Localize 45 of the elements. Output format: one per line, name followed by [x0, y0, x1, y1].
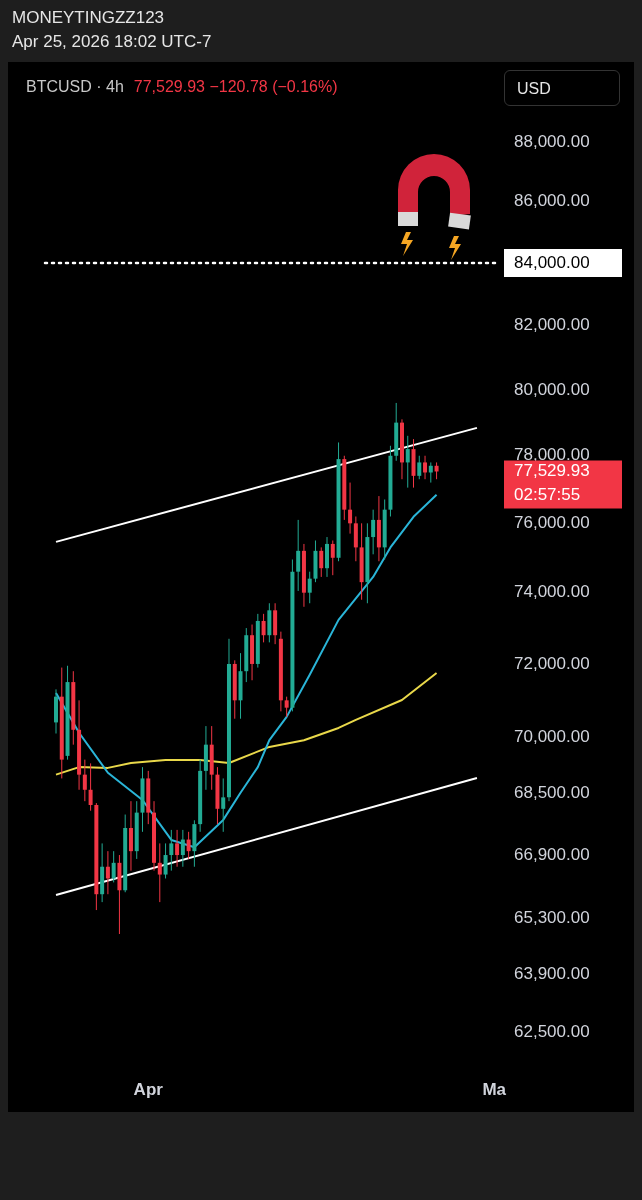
candlestick	[186, 831, 191, 860]
candlestick	[221, 777, 226, 833]
candlestick	[175, 829, 180, 868]
candlestick	[180, 829, 185, 868]
y-tick-label: 86,000.00	[514, 191, 590, 211]
candlestick	[319, 546, 324, 578]
y-tick-label: 62,500.00	[514, 1021, 590, 1041]
candlestick	[88, 762, 93, 812]
y-tick-label: 82,000.00	[514, 315, 590, 335]
candlestick	[417, 455, 422, 480]
candlestick	[128, 800, 133, 872]
candlestick	[405, 435, 410, 489]
y-tick-label: 68,500.00	[514, 783, 590, 803]
x-tick-label: Ma	[482, 1079, 507, 1099]
candlestick	[169, 829, 174, 872]
text: BTCUSD · 4h	[26, 78, 124, 95]
chart-title: MONEYTINGZZ123	[12, 7, 166, 29]
candlestick	[330, 539, 335, 576]
y-tick-label: 72,000.00	[514, 653, 590, 673]
candlestick	[348, 482, 353, 535]
candlestick	[284, 696, 289, 718]
y-tick-label: 84,000.00	[514, 252, 590, 272]
y-tick-label: 76,000.00	[514, 513, 590, 533]
text: USD	[504, 70, 620, 106]
x-tick-label: Apr	[133, 1079, 164, 1099]
candlestick	[307, 571, 312, 604]
y-tick-label: 88,000.00	[514, 131, 590, 151]
candlestick	[371, 509, 376, 555]
candlestick	[105, 850, 110, 895]
y-tick-label: 66,900.00	[514, 844, 590, 864]
candlestick	[423, 455, 428, 480]
candlestick	[111, 850, 116, 883]
text: 02:57:55	[514, 485, 581, 505]
candlestick	[163, 842, 168, 879]
y-tick-label: 74,000.00	[514, 582, 590, 602]
candlestick	[296, 519, 301, 592]
y-tick-label: 80,000.00	[514, 379, 590, 399]
candlestick	[261, 613, 266, 643]
chart-subtitle: Apr 25, 2026 18:02 UTC-7	[12, 31, 212, 53]
y-tick-label: 65,300.00	[514, 907, 590, 927]
y-tick-label: 70,000.00	[514, 726, 590, 746]
candlestick	[82, 759, 87, 802]
y-tick-label: 63,900.00	[514, 964, 590, 984]
text: 77,529.93 −120.78 (−0.16%)	[133, 78, 338, 95]
candlestick	[157, 842, 162, 903]
